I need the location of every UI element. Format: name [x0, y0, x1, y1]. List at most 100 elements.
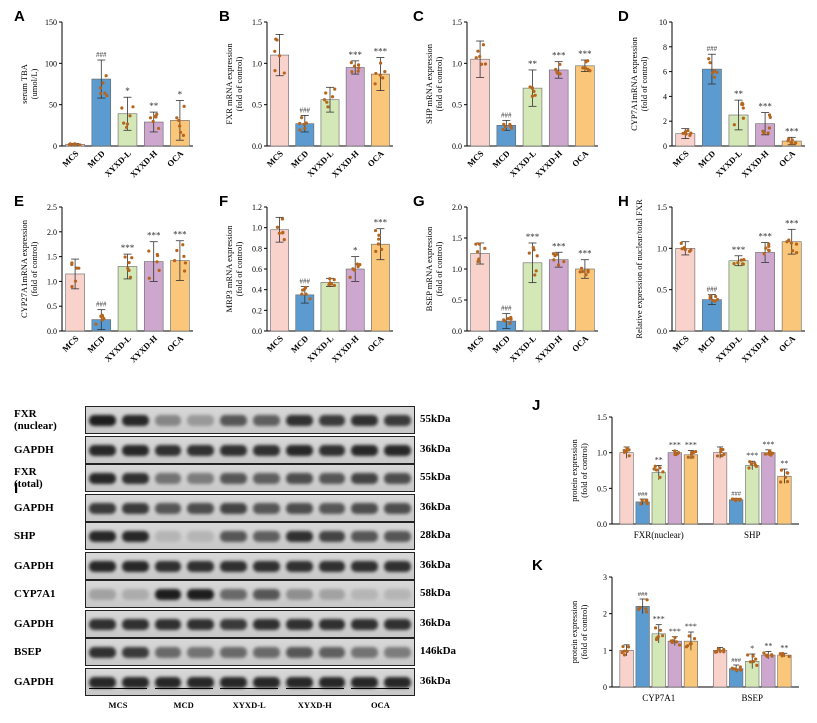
- significance-label: ###: [96, 301, 107, 309]
- bar: [575, 65, 595, 147]
- x-tick-label: MCS: [670, 148, 691, 169]
- blot-band: [89, 647, 116, 658]
- blot-band: [253, 619, 280, 630]
- data-point: [333, 87, 337, 91]
- x-tick-label: OCA: [165, 333, 186, 354]
- data-point: [481, 43, 486, 47]
- blot-band: [351, 445, 379, 456]
- data-point: [352, 64, 357, 68]
- y-tick-label: 0.5: [452, 101, 462, 110]
- y-tick-label: 0.0: [452, 327, 462, 336]
- panel-A: A 0 50 100 150 serum TBA(umol/L) MCS ### MCD * XY…: [0, 0, 205, 200]
- data-point: [712, 69, 716, 73]
- significance-label: ***: [173, 230, 187, 240]
- data-point: [273, 49, 277, 53]
- panel-F: F 0.0 0.2 0.4 0.6 0.8 1.0 1.2 MRP3 mRNA express…: [205, 185, 405, 385]
- data-point: [583, 66, 587, 70]
- data-point: [554, 67, 558, 72]
- data-point: [300, 292, 304, 296]
- data-point: [753, 463, 758, 467]
- blot-row-label: FXR (nuclear): [14, 408, 57, 432]
- blot-band: [285, 561, 313, 572]
- x-tick-label: MCS: [465, 333, 486, 354]
- chart-J: 0.0 0.5 1.0 1.5 protein expression(fold of c…: [569, 413, 799, 540]
- data-point: [767, 126, 771, 130]
- data-point: [625, 446, 629, 450]
- y-tick-label: 6: [663, 68, 667, 77]
- blot-band: [154, 647, 182, 658]
- data-point: [101, 81, 105, 85]
- blot-band: [220, 619, 247, 630]
- blot-row-label: CYP7A1: [14, 588, 56, 600]
- x-tick-label: OCA: [365, 148, 386, 169]
- data-point: [768, 115, 772, 119]
- blot-group-label: XYXD-L: [232, 700, 266, 710]
- data-point: [558, 72, 562, 76]
- data-point: [147, 276, 151, 280]
- data-point: [770, 451, 775, 455]
- data-point: [625, 649, 629, 653]
- bar: [755, 252, 775, 332]
- data-point: [302, 122, 306, 126]
- data-point: [734, 497, 738, 501]
- blot-band: [253, 647, 280, 658]
- data-point: [501, 127, 505, 132]
- blot-band: [121, 503, 149, 514]
- data-point: [552, 258, 556, 262]
- data-point: [125, 122, 130, 126]
- data-point: [178, 130, 183, 134]
- blot-band: [121, 415, 149, 426]
- y-tick-label: 0.5: [47, 302, 57, 311]
- blot-band: [121, 677, 149, 688]
- data-point: [691, 455, 695, 459]
- data-point: [751, 659, 756, 664]
- data-point: [787, 137, 791, 141]
- blot-band: [351, 531, 379, 542]
- panel-label: E: [14, 193, 25, 210]
- significance-label: ***: [785, 126, 799, 136]
- data-point: [104, 74, 108, 78]
- y-tick-label: 1.2: [252, 203, 262, 212]
- data-point: [128, 114, 132, 118]
- data-point: [533, 273, 537, 277]
- y-tick-label: 0.5: [252, 101, 262, 110]
- data-point: [73, 279, 78, 283]
- data-point: [508, 122, 512, 127]
- blot-band: [318, 445, 346, 456]
- blot-band: [187, 677, 215, 688]
- y-tick-label: 0.0: [252, 327, 262, 336]
- significance-label: ***: [552, 51, 566, 61]
- significance-label: ***: [685, 441, 697, 450]
- data-point: [654, 637, 659, 642]
- blot-band: [187, 473, 215, 484]
- x-tick-label: MCD: [490, 333, 511, 354]
- y-tick-label: 0.0: [597, 520, 607, 529]
- data-point: [175, 248, 179, 253]
- data-point: [762, 252, 766, 256]
- data-point: [503, 125, 508, 129]
- panel-label: K: [532, 557, 543, 574]
- x-tick-label: XYXD-L: [713, 148, 744, 179]
- data-point: [708, 61, 712, 65]
- blot-group-line: [89, 688, 147, 689]
- bar: [777, 475, 792, 525]
- data-point: [124, 125, 129, 129]
- panel-label: C: [413, 8, 424, 25]
- data-point: [626, 645, 631, 649]
- data-point: [764, 246, 768, 250]
- significance-label: ***: [746, 451, 758, 460]
- data-point: [654, 468, 659, 472]
- data-point: [474, 242, 478, 246]
- data-point: [308, 297, 312, 301]
- blot-band: [318, 473, 346, 484]
- significance-label: ***: [526, 232, 540, 242]
- data-point: [687, 249, 692, 253]
- blot-group-label: MCD: [173, 700, 194, 710]
- data-point: [660, 634, 665, 638]
- y-tick-label: 1.5: [47, 253, 57, 262]
- blot-band: [318, 647, 346, 658]
- blot-band: [89, 473, 116, 484]
- data-point: [622, 653, 627, 657]
- data-point: [738, 497, 742, 501]
- blot-band: [285, 503, 313, 514]
